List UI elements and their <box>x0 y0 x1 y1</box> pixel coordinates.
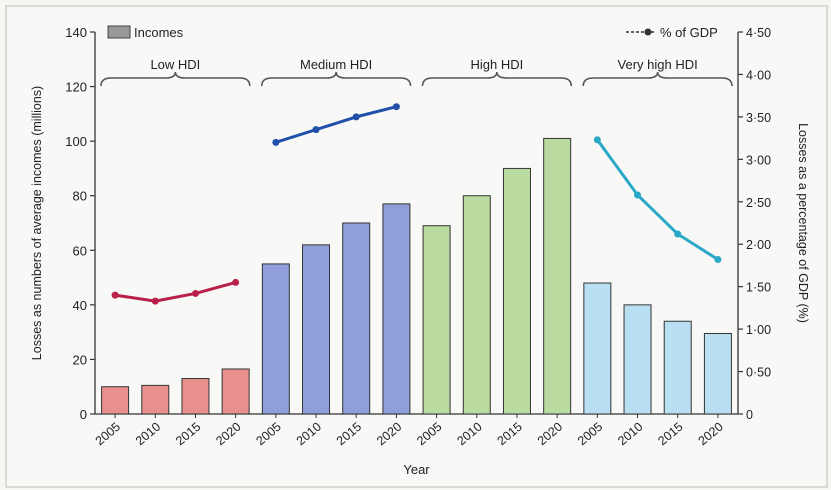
y-axis-title: Losses as numbers of average incomes (mi… <box>30 86 44 360</box>
left-tick-label: 80 <box>73 189 87 204</box>
legend-line-label: % of GDP <box>660 25 718 40</box>
left-tick-label: 60 <box>73 243 87 258</box>
gdp-point <box>634 191 642 199</box>
x-tick-label: 2010 <box>133 420 163 449</box>
x-tick-label: 2010 <box>294 420 324 449</box>
gdp-point <box>593 136 601 144</box>
gdp-point <box>674 230 682 238</box>
group-brace <box>260 71 412 87</box>
bar <box>623 304 652 415</box>
x-tick-label: 2005 <box>414 420 444 449</box>
x-tick-label: 2005 <box>575 420 605 449</box>
legend-bars-label: Incomes <box>134 25 184 40</box>
x-tick-label: 2010 <box>615 420 645 449</box>
left-tick-label: 120 <box>65 80 87 95</box>
right-tick-label: 0·50 <box>746 366 771 380</box>
x-tick-label: 2020 <box>213 420 243 449</box>
group-label: Medium HDI <box>300 57 372 72</box>
right-tick-label: 2·00 <box>746 238 771 252</box>
group-brace <box>100 71 251 87</box>
bar <box>422 225 451 415</box>
group-brace <box>421 71 573 87</box>
legend-line-marker <box>644 28 652 36</box>
right-tick-label: 0 <box>746 408 753 422</box>
gdp-point <box>272 138 280 146</box>
gdp-point <box>312 126 320 134</box>
bar <box>221 368 250 415</box>
x-tick-label: 2010 <box>454 420 484 449</box>
gdp-point <box>111 291 119 299</box>
right-tick-label: 1·50 <box>746 281 771 295</box>
group-label: High HDI <box>471 57 524 72</box>
left-tick-label: 20 <box>73 352 87 367</box>
gdp-point <box>714 256 722 264</box>
group-label: Very high HDI <box>618 57 698 72</box>
gdp-point <box>392 103 400 111</box>
bar <box>261 263 290 415</box>
bar <box>342 222 371 415</box>
bar <box>583 282 612 415</box>
x-tick-label: 2005 <box>253 420 283 449</box>
gdp-point <box>352 113 360 121</box>
right-tick-label: 4·00 <box>746 68 771 82</box>
x-tick-label: 2015 <box>495 420 525 449</box>
x-tick-label: 2015 <box>655 420 685 449</box>
gdp-point <box>151 297 159 305</box>
bar <box>181 378 210 415</box>
bar <box>141 384 170 415</box>
bar <box>462 195 491 415</box>
x-axis-title: Year <box>403 462 430 477</box>
right-tick-label: 2·50 <box>746 196 771 210</box>
bar <box>101 386 130 415</box>
left-tick-label: 100 <box>65 134 87 149</box>
right-tick-label: 4·50 <box>746 26 771 40</box>
bar <box>703 333 732 415</box>
x-tick-label: 2020 <box>535 420 565 449</box>
x-tick-label: 2020 <box>374 420 404 449</box>
y-axis-title-right: Losses as a percentage of GDP (%) <box>796 123 810 323</box>
x-tick-label: 2020 <box>696 420 726 449</box>
bar <box>502 167 531 415</box>
right-tick-label: 1·00 <box>746 323 771 337</box>
gdp-line <box>114 280 237 303</box>
left-tick-label: 0 <box>80 407 87 422</box>
group-label: Low HDI <box>150 57 200 72</box>
group-brace <box>582 71 733 87</box>
right-tick-label: 3·00 <box>746 153 771 167</box>
bar <box>663 320 692 415</box>
gdp-line <box>596 138 719 261</box>
legend-bars-swatch <box>107 25 131 39</box>
x-tick-label: 2015 <box>334 420 364 449</box>
right-tick-label: 3·50 <box>746 111 771 125</box>
left-tick-label: 40 <box>73 298 87 313</box>
x-tick-label: 2015 <box>173 420 203 449</box>
left-tick-label: 140 <box>65 25 87 40</box>
bar <box>302 244 331 415</box>
x-tick-label: 2005 <box>93 420 123 449</box>
bar <box>382 203 411 415</box>
gdp-point <box>191 289 199 297</box>
bar <box>543 137 572 415</box>
gdp-point <box>232 278 240 286</box>
gdp-line <box>275 105 397 144</box>
